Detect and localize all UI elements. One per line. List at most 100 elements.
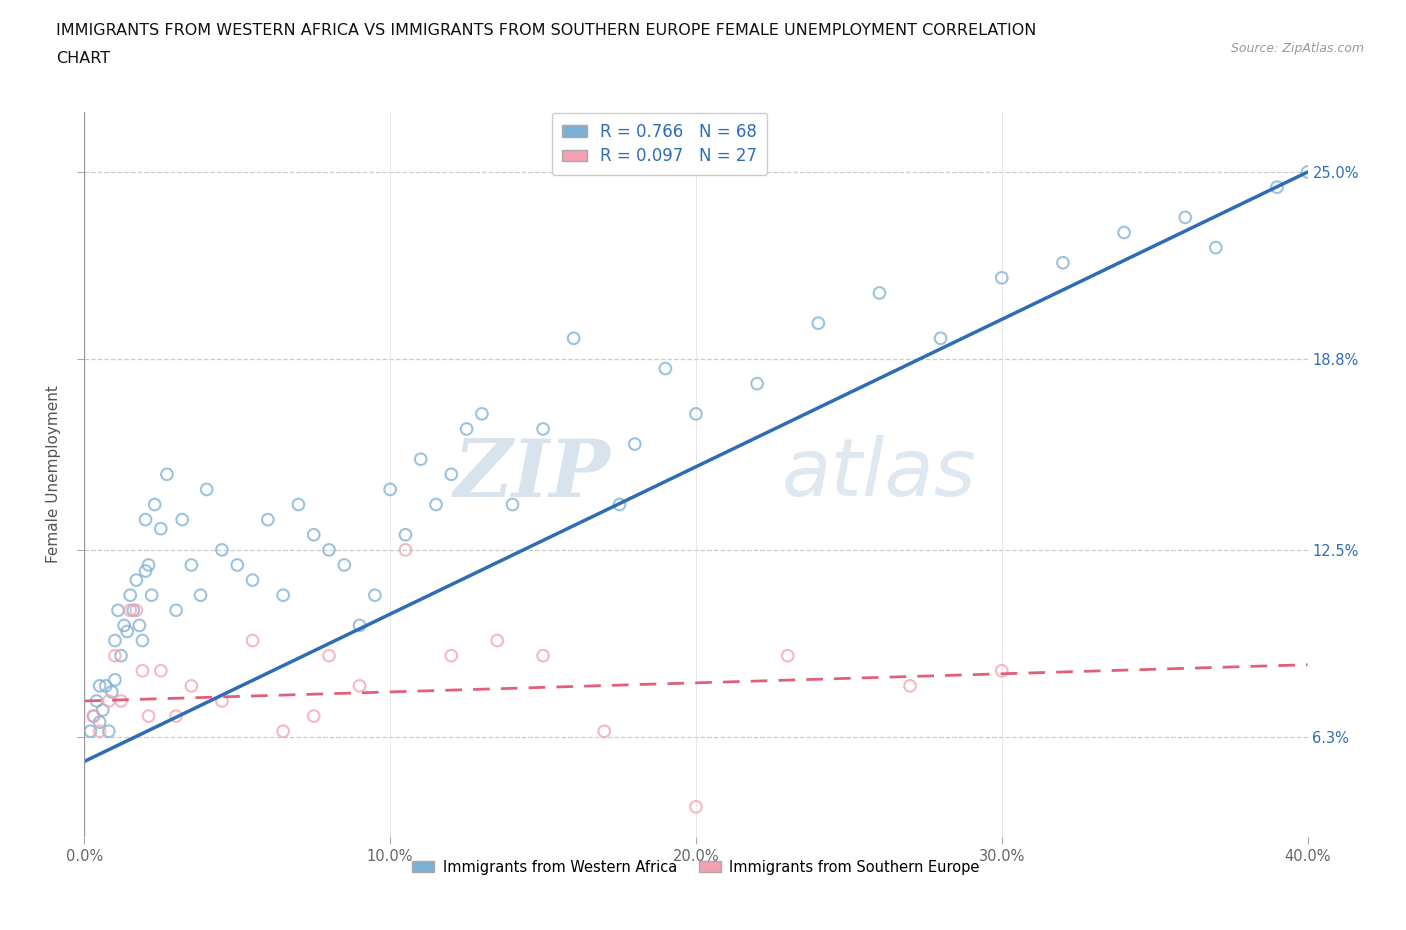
Point [112,618,135,633]
Point [149,663,172,678]
Point [226,558,249,573]
Point [685,800,707,815]
Text: CHART: CHART [56,51,110,66]
Point [394,542,416,557]
Point [125,603,148,618]
Point [991,663,1014,678]
Point [101,684,124,699]
Point [143,498,166,512]
Point [562,331,585,346]
Point [349,618,371,633]
Point [425,498,447,512]
Point [211,694,233,709]
Point [149,522,172,537]
Point [257,512,280,527]
Point [394,527,416,542]
Point [287,498,309,512]
Point [138,558,160,573]
Point [869,286,891,300]
Point [1174,210,1197,225]
Point [104,648,127,663]
Point [1052,256,1074,271]
Point [89,679,111,694]
Point [1205,240,1227,255]
Point [156,467,179,482]
Point [302,709,325,724]
Point [131,663,153,678]
Point [271,724,294,738]
Point [104,672,127,687]
Point [86,694,108,709]
Point [135,564,157,578]
Point [380,482,402,497]
Point [318,542,340,557]
Point [349,679,371,694]
Point [456,421,478,436]
Point [91,703,114,718]
Text: Source: ZipAtlas.com: Source: ZipAtlas.com [1230,42,1364,55]
Point [125,573,148,588]
Point [110,694,132,709]
Point [685,406,707,421]
Point [807,316,830,331]
Point [89,715,111,730]
Point [104,633,127,648]
Point [440,648,463,663]
Point [165,709,187,724]
Point [776,648,799,663]
Point [83,709,105,724]
Point [531,648,554,663]
Point [486,633,509,648]
Point [97,694,120,709]
Point [1114,225,1136,240]
Text: IMMIGRANTS FROM WESTERN AFRICA VS IMMIGRANTS FROM SOUTHERN EUROPE FEMALE UNEMPLO: IMMIGRANTS FROM WESTERN AFRICA VS IMMIGR… [56,23,1036,38]
Point [172,512,194,527]
Point [409,452,432,467]
Point [471,406,494,421]
Point [97,724,120,738]
Point [190,588,212,603]
Point [1265,179,1288,194]
Point [110,648,132,663]
Point [128,618,150,633]
Point [141,588,163,603]
Point [115,624,138,639]
Point [79,724,101,738]
Point [531,421,554,436]
Point [180,679,202,694]
Point [929,331,952,346]
Point [94,679,117,694]
Point [593,724,616,738]
Point [302,527,325,542]
Y-axis label: Female Unemployment: Female Unemployment [46,385,62,564]
Point [131,633,153,648]
Point [898,679,921,694]
Text: atlas: atlas [782,435,976,513]
Point [120,603,142,618]
Point [242,573,264,588]
Point [364,588,387,603]
Point [242,633,264,648]
Point [211,542,233,557]
Point [502,498,524,512]
Point [165,603,187,618]
Point [107,603,129,618]
Point [271,588,294,603]
Point [89,724,111,738]
Point [135,512,157,527]
Point [180,558,202,573]
Point [624,437,647,452]
Point [1296,165,1319,179]
Point [440,467,463,482]
Point [195,482,218,497]
Legend: Immigrants from Western Africa, Immigrants from Southern Europe: Immigrants from Western Africa, Immigran… [406,854,986,881]
Point [609,498,631,512]
Point [83,709,105,724]
Point [122,603,145,618]
Point [138,709,160,724]
Point [318,648,340,663]
Point [747,377,769,392]
Point [333,558,356,573]
Text: ZIP: ZIP [454,435,610,513]
Point [120,588,142,603]
